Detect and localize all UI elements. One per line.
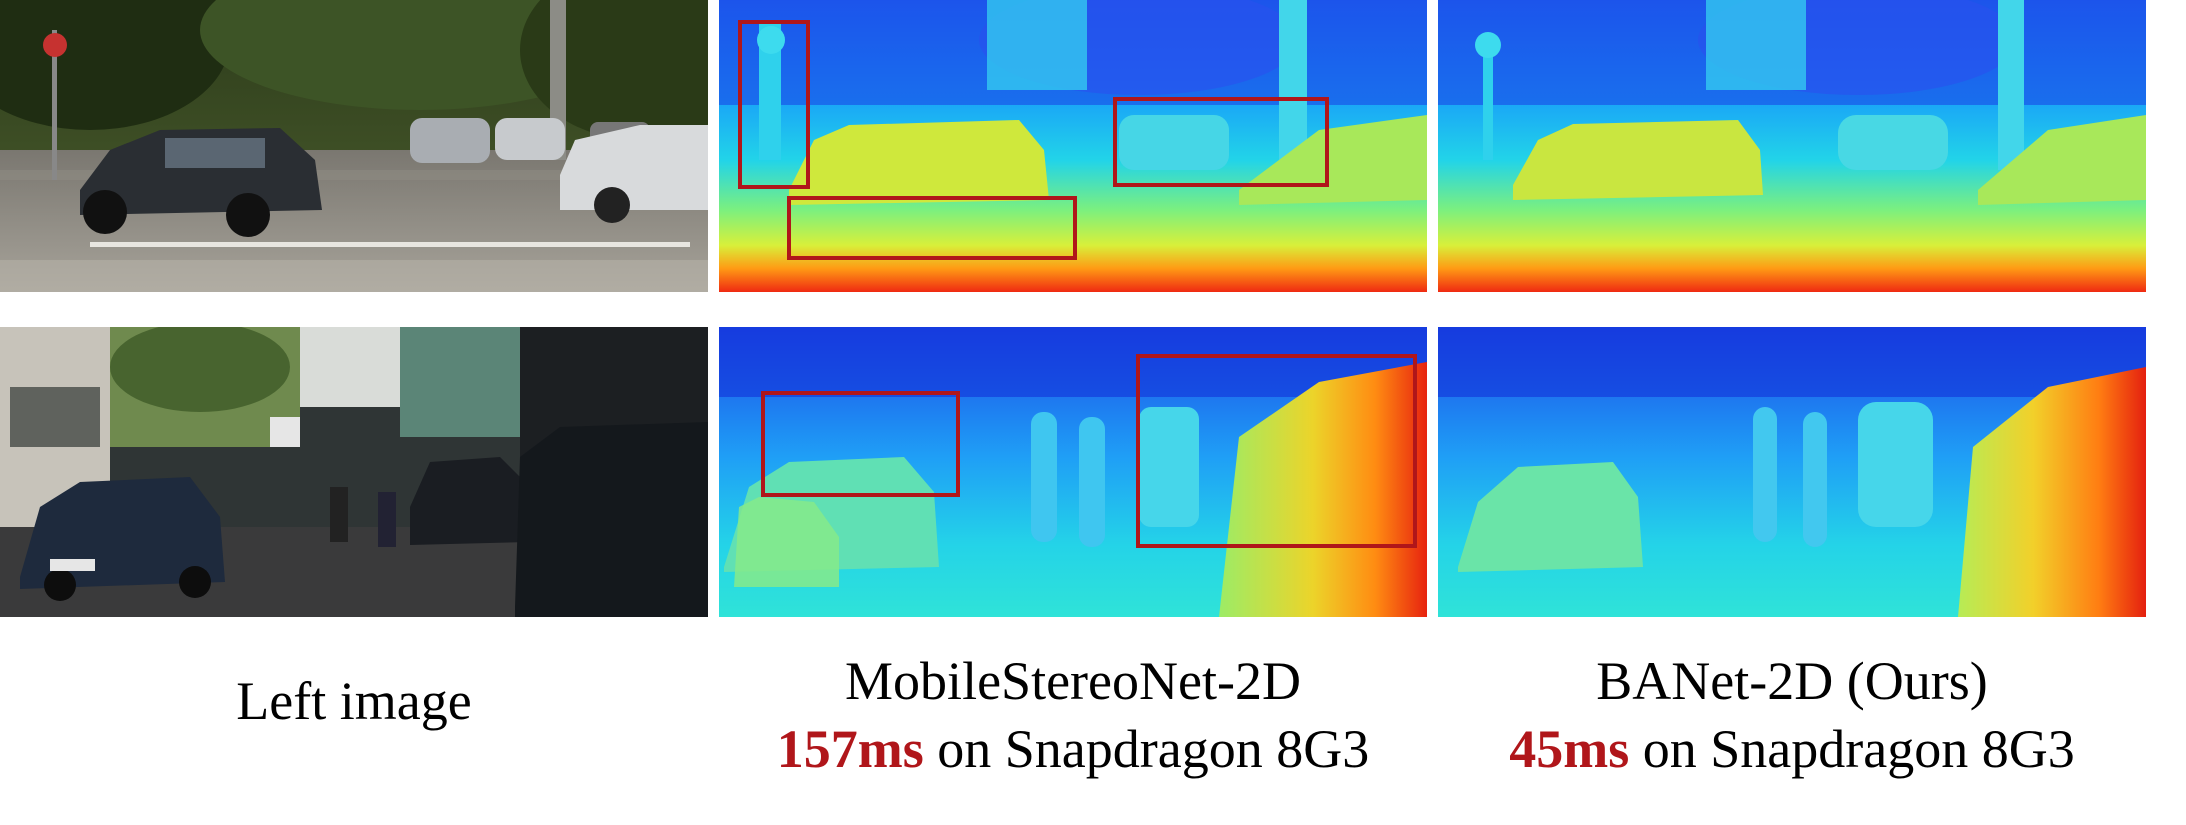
banet-disparity-row1 [1438, 0, 2146, 292]
left-image-row2 [0, 327, 708, 617]
caption-mobilestereonet-label: MobileStereoNet-2D [845, 651, 1301, 711]
caption-left-image: Left image [0, 667, 708, 735]
latency-value: 45ms [1509, 719, 1630, 779]
mobilestereonet-disparity-row1 [719, 0, 1427, 292]
caption-banet: BANet-2D (Ours) 45ms on Snapdragon 8G3 [1438, 647, 2146, 783]
caption-banet-timing: 45ms on Snapdragon 8G3 [1438, 715, 2146, 783]
left-image-row1 [0, 0, 708, 292]
banet-disparity-row2 [1438, 327, 2146, 617]
caption-banet-label: BANet-2D (Ours) [1596, 651, 1988, 711]
device-text: on Snapdragon 8G3 [923, 719, 1370, 779]
device-text: on Snapdragon 8G3 [1629, 719, 2075, 779]
caption-mobilestereonet-timing: 157ms on Snapdragon 8G3 [719, 715, 1427, 783]
mobilestereonet-disparity-row2 [719, 327, 1427, 617]
caption-mobilestereonet: MobileStereoNet-2D 157ms on Snapdragon 8… [719, 647, 1427, 783]
latency-value: 157ms [776, 719, 924, 779]
caption-left-image-label: Left image [236, 671, 472, 731]
